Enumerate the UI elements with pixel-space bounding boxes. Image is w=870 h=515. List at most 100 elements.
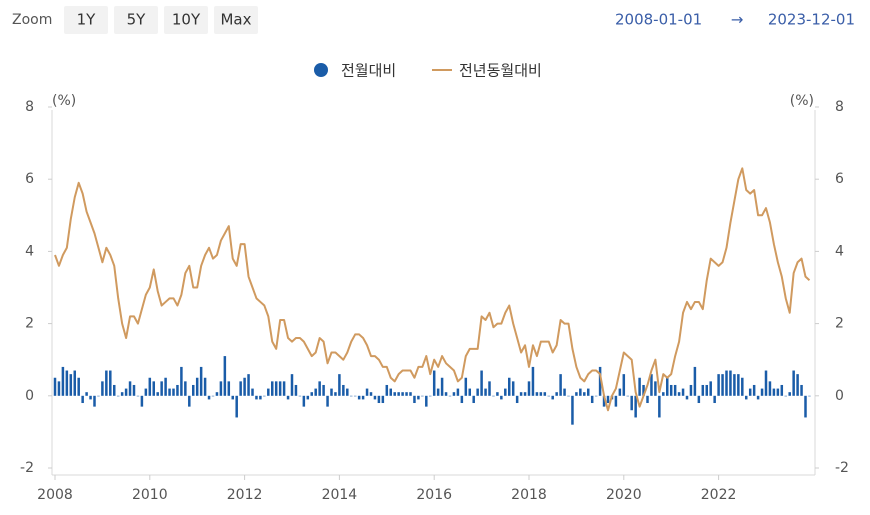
- bar: [527, 381, 531, 396]
- bar: [89, 395, 92, 400]
- bar: [559, 374, 562, 396]
- bar: [302, 395, 306, 407]
- bar: [492, 395, 495, 397]
- bar: [136, 395, 140, 397]
- bar: [642, 384, 645, 396]
- button-bg[interactable]: [164, 6, 208, 34]
- zoom-buttons: 1Y 5Y 10Y Max: [64, 6, 258, 34]
- bar: [413, 395, 416, 404]
- bar: [369, 392, 373, 396]
- zoom-button[interactable]: Max: [214, 6, 258, 34]
- x-tick-label: 2020: [606, 487, 642, 503]
- bar: [440, 377, 444, 396]
- bar: [330, 388, 333, 396]
- bar: [579, 388, 582, 396]
- bar: [614, 395, 618, 407]
- button-label[interactable]: Max: [220, 11, 251, 29]
- bar: [796, 374, 799, 396]
- bar: [519, 392, 523, 396]
- bar: [725, 370, 728, 396]
- y2-tick-label: 0: [835, 388, 844, 404]
- bar: [298, 395, 302, 397]
- bar: [575, 392, 578, 396]
- bar: [401, 392, 404, 396]
- bar: [195, 377, 199, 396]
- bar: [685, 395, 689, 400]
- bar: [425, 395, 428, 407]
- bar: [741, 377, 744, 396]
- bar: [555, 392, 558, 396]
- y-tick-label: 4: [25, 243, 34, 259]
- button-label[interactable]: 10Y: [172, 11, 201, 29]
- legend-label[interactable]: 전년동월대비: [459, 62, 542, 80]
- zoom-button[interactable]: 10Y: [164, 6, 208, 34]
- legend-label[interactable]: 전월대비: [341, 62, 396, 80]
- bar: [662, 392, 665, 396]
- bar: [219, 381, 223, 396]
- y2-tick-label: 8: [835, 99, 844, 115]
- legend-item[interactable]: 전월대비: [314, 62, 396, 80]
- bar: [717, 374, 720, 396]
- y-tick-label: 2: [25, 316, 34, 332]
- bar: [144, 388, 148, 396]
- bar: [571, 395, 574, 425]
- bar: [93, 395, 96, 407]
- bar: [282, 381, 286, 396]
- bar: [365, 388, 369, 396]
- bar: [124, 388, 128, 396]
- bar: [563, 388, 566, 396]
- bar: [132, 384, 136, 396]
- bar: [523, 392, 527, 396]
- button-bg[interactable]: [64, 6, 108, 34]
- bar: [748, 388, 752, 396]
- bar: [381, 395, 385, 404]
- legend-item[interactable]: 전년동월대비: [432, 62, 542, 80]
- button-label[interactable]: 5Y: [127, 11, 147, 29]
- bar: [314, 388, 317, 396]
- bar: [543, 392, 547, 396]
- bar: [606, 395, 610, 404]
- bar: [701, 384, 705, 396]
- bar: [101, 381, 104, 396]
- bar: [654, 381, 657, 396]
- bar: [338, 374, 341, 396]
- y2-unit: (%): [790, 93, 814, 109]
- bar: [693, 366, 697, 396]
- x-tick-label: 2008: [37, 487, 73, 503]
- bar: [188, 395, 191, 407]
- button-label[interactable]: 1Y: [77, 11, 97, 29]
- bar: [85, 392, 88, 396]
- bar: [278, 381, 282, 396]
- bar: [231, 395, 234, 400]
- bar: [705, 384, 708, 396]
- bar: [353, 395, 357, 397]
- bar: [531, 366, 535, 396]
- bar: [764, 370, 768, 396]
- bar: [326, 395, 329, 407]
- x-tick-label: 2018: [511, 487, 547, 503]
- bar: [310, 392, 313, 396]
- bar: [65, 370, 69, 396]
- bar: [583, 392, 586, 396]
- bar: [515, 395, 519, 404]
- button-bg[interactable]: [114, 6, 158, 34]
- bar: [729, 370, 732, 396]
- bar: [140, 395, 144, 407]
- bar: [760, 388, 764, 396]
- bar: [464, 377, 468, 396]
- zoom-button[interactable]: 1Y: [64, 6, 108, 34]
- bar: [373, 395, 377, 400]
- bar: [203, 377, 207, 396]
- bar: [484, 388, 487, 396]
- bar: [342, 384, 345, 396]
- legend-symbol[interactable]: [314, 63, 328, 77]
- bar: [737, 374, 740, 396]
- x-tick-label: 2016: [416, 487, 452, 503]
- zoom-button[interactable]: 5Y: [114, 6, 158, 34]
- bar: [350, 395, 353, 397]
- button-bg[interactable]: [214, 6, 258, 34]
- bar: [251, 388, 254, 396]
- bar: [800, 384, 803, 396]
- bar: [421, 395, 424, 397]
- bar: [539, 392, 543, 396]
